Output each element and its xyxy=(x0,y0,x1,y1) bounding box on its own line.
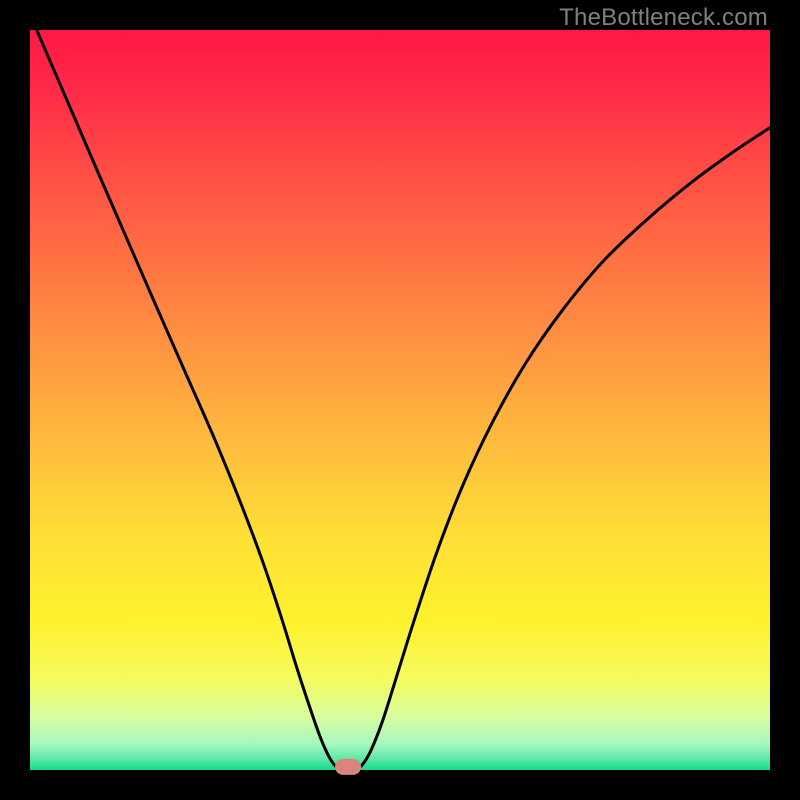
curve-path xyxy=(37,30,770,770)
plot-area xyxy=(30,30,770,770)
chart-frame: TheBottleneck.com xyxy=(0,0,800,800)
bottleneck-curve xyxy=(30,30,770,770)
watermark-text: TheBottleneck.com xyxy=(559,4,768,32)
min-marker xyxy=(335,759,361,775)
